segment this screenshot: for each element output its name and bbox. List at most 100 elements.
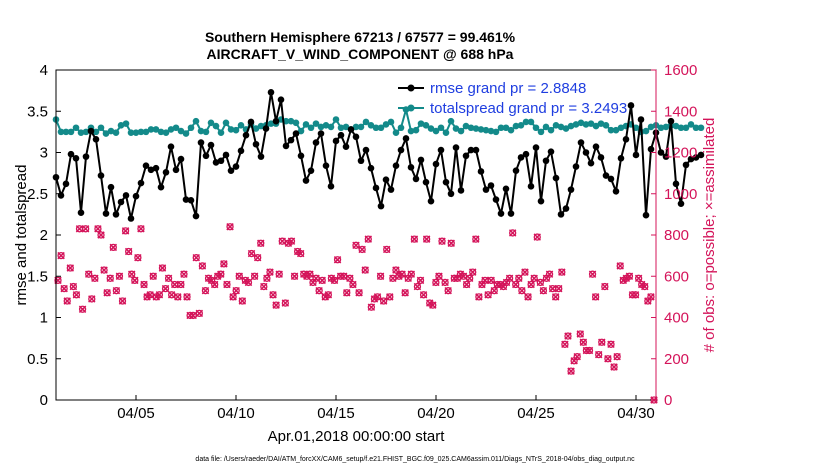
obs-assimilated-marker xyxy=(115,272,124,280)
obs-assimilated-marker xyxy=(401,289,409,297)
obs-point xyxy=(438,237,446,245)
left-tick-label: 2 xyxy=(40,227,48,244)
obs-assimilated-marker xyxy=(140,280,148,289)
obs-assimilated-marker xyxy=(278,237,286,245)
spread-point xyxy=(427,125,435,132)
rmse-point xyxy=(182,196,190,203)
obs-point xyxy=(229,293,237,301)
obs-point xyxy=(69,282,78,291)
rmse-point xyxy=(642,211,650,219)
obs-possible-marker xyxy=(567,367,575,375)
obs-point xyxy=(598,338,606,346)
obs-assimilated-marker xyxy=(272,301,280,309)
spread-point xyxy=(382,121,390,128)
obs-assimilated-marker xyxy=(88,295,96,303)
rmse-point xyxy=(402,135,410,142)
spread-point xyxy=(617,124,625,132)
obs-assimilated-marker xyxy=(419,291,428,299)
left-tick-label: 3.5 xyxy=(27,103,48,120)
rmse-point xyxy=(677,200,685,207)
obs-point xyxy=(564,332,572,340)
obs-possible-marker xyxy=(312,274,320,282)
obs-assimilated-marker xyxy=(339,272,348,280)
obs-point xyxy=(167,291,176,299)
obs-point xyxy=(128,270,136,278)
obs-point xyxy=(607,340,615,349)
obs-point xyxy=(585,346,594,355)
obs-point xyxy=(260,282,268,291)
rmse-point xyxy=(57,192,65,199)
obs-assimilated-marker xyxy=(257,239,265,247)
obs-possible-marker xyxy=(576,330,584,338)
obs-point xyxy=(253,253,262,262)
obs-assimilated-marker xyxy=(192,253,200,262)
obs-point xyxy=(155,291,164,299)
obs-assimilated-marker xyxy=(585,346,594,355)
obs-point xyxy=(398,270,406,278)
rmse-point xyxy=(227,167,235,174)
right-tick-label: 1400 xyxy=(664,103,697,120)
left-tick-label: 0 xyxy=(40,392,48,409)
obs-point xyxy=(413,282,422,291)
rmse-point xyxy=(432,160,440,168)
obs-possible-marker xyxy=(306,270,314,278)
rmse-point xyxy=(187,197,195,204)
right-tick-label: 1200 xyxy=(664,145,697,162)
obs-possible-marker xyxy=(555,284,563,293)
obs-assimilated-marker xyxy=(548,284,557,293)
obs-possible-marker xyxy=(69,282,78,291)
obs-point xyxy=(118,297,127,305)
obs-possible-marker xyxy=(115,272,124,280)
spread-point xyxy=(557,123,565,131)
obs-possible-marker xyxy=(573,353,581,361)
spread-point xyxy=(97,124,105,132)
obs-assimilated-marker xyxy=(318,276,326,285)
spread-point xyxy=(352,123,360,131)
spread-point xyxy=(662,123,670,131)
obs-assimilated-marker xyxy=(103,289,111,297)
obs-point xyxy=(112,286,121,295)
rmse-point xyxy=(427,197,435,205)
obs-possible-marker xyxy=(180,270,188,278)
obs-assimilated-marker xyxy=(567,367,575,375)
obs-assimilated-marker xyxy=(610,363,618,371)
spread-point xyxy=(577,119,585,127)
legend-spread-marker xyxy=(407,104,415,112)
obs-point xyxy=(373,293,382,301)
obs-assimilated-marker xyxy=(247,249,256,258)
x-tick-label: 04/15 xyxy=(317,405,355,422)
obs-possible-marker xyxy=(625,272,634,280)
obs-assimilated-marker xyxy=(75,225,84,233)
obs-possible-marker xyxy=(238,297,246,305)
obs-possible-marker xyxy=(524,293,532,301)
obs-possible-marker xyxy=(558,268,566,276)
rmse-point xyxy=(87,127,95,135)
spread-point xyxy=(102,130,110,137)
obs-assimilated-marker xyxy=(333,256,342,264)
obs-assimilated-marker xyxy=(84,270,93,278)
spread-point xyxy=(217,129,225,136)
legend: rmse grand pr = 2.8848 totalspread grand… xyxy=(398,80,627,117)
obs-point xyxy=(272,301,280,309)
spread-point xyxy=(147,126,155,133)
obs-point xyxy=(124,247,133,256)
rmse-point xyxy=(247,118,255,126)
rmse-point xyxy=(342,143,350,151)
obs-possible-marker xyxy=(137,225,145,233)
obs-assimilated-marker xyxy=(386,293,394,301)
obs-assimilated-marker xyxy=(444,286,452,295)
obs-possible-marker xyxy=(487,276,495,285)
obs-point xyxy=(201,286,210,295)
obs-assimilated-marker xyxy=(588,270,597,278)
spread-point xyxy=(197,127,205,135)
rmse-point xyxy=(132,192,140,200)
rmse-point xyxy=(522,150,530,158)
obs-possible-marker xyxy=(373,293,382,301)
rmse-point xyxy=(327,183,335,190)
obs-assimilated-marker xyxy=(324,291,333,299)
obs-point xyxy=(376,272,385,280)
obs-assimilated-marker xyxy=(63,297,71,305)
obs-point xyxy=(487,276,495,285)
obs-point xyxy=(269,291,277,299)
obs-possible-marker xyxy=(121,227,130,235)
